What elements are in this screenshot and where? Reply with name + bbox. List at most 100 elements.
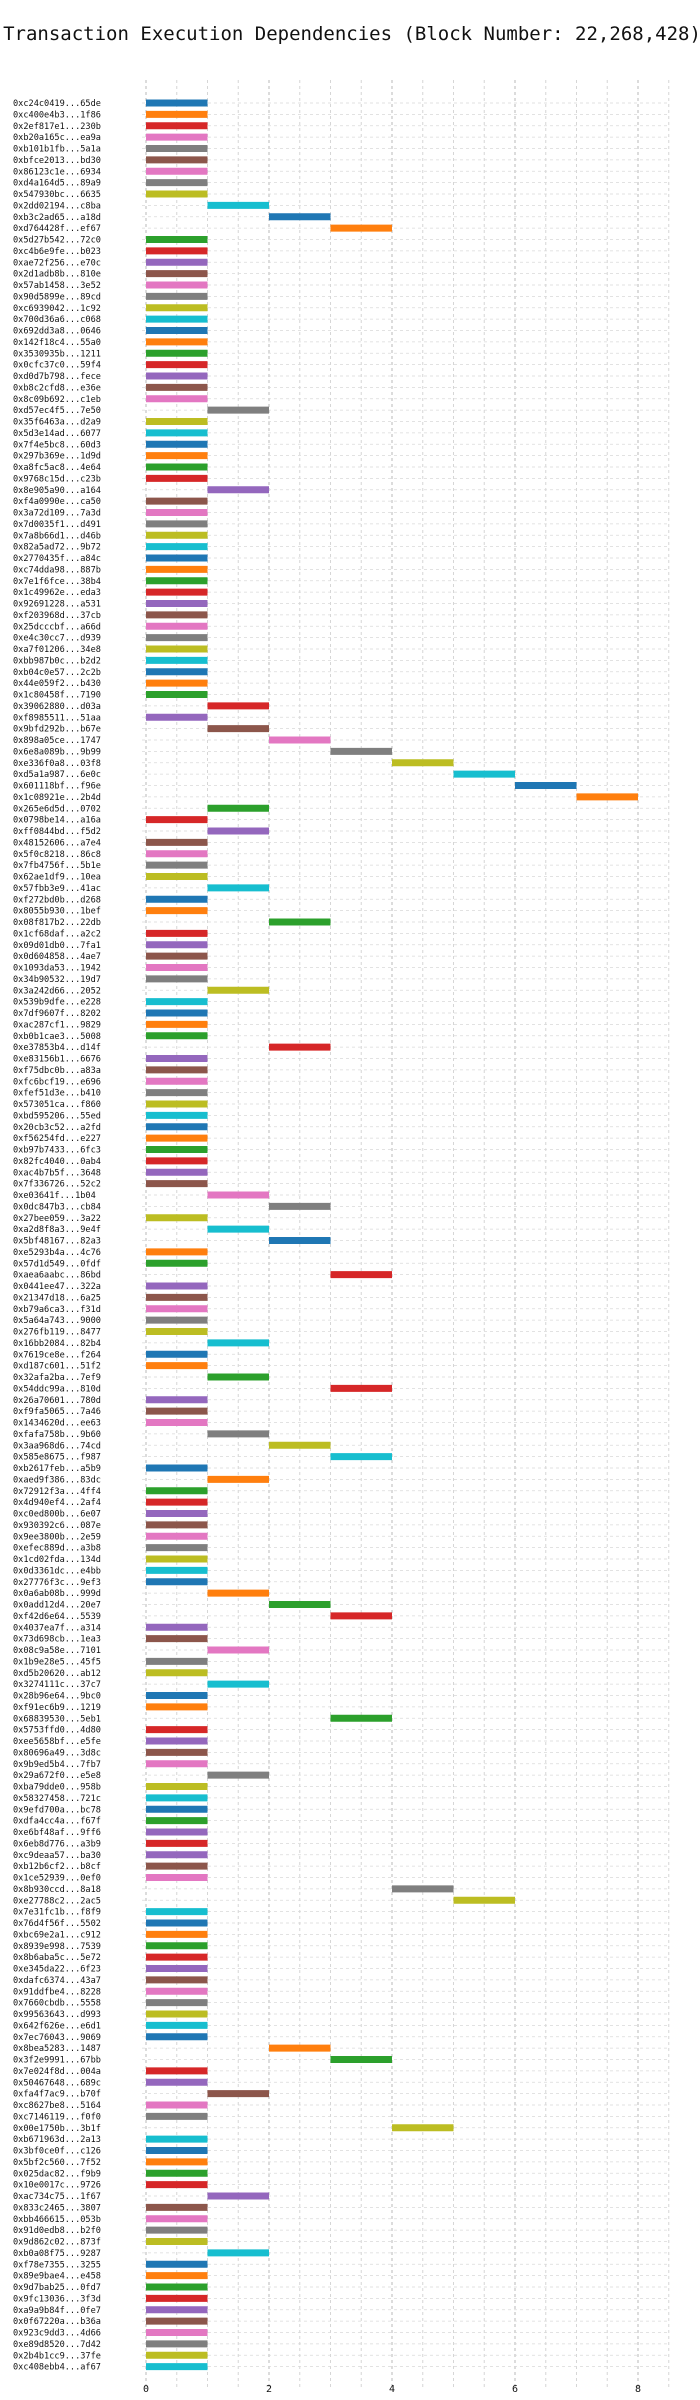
transaction-label: 0x5d27b542...72c0 <box>13 236 101 246</box>
transaction-bar <box>146 520 208 528</box>
transaction-bar <box>146 861 208 869</box>
transaction-bar <box>146 1794 208 1802</box>
transaction-bar <box>146 998 208 1006</box>
transaction-label: 0xd5a1a987...6e0c <box>13 770 101 780</box>
transaction-bar <box>146 907 208 915</box>
transaction-label: 0x2b4b1cc9...37fe <box>13 2351 101 2361</box>
transaction-label: 0x7619ce8e...f264 <box>13 1350 101 1360</box>
transaction-bar <box>146 929 208 937</box>
transaction-label: 0xdfa4cc4a...f67f <box>13 1817 101 1827</box>
transaction-label: 0x7e1f6fce...38b4 <box>13 577 101 587</box>
transaction-label: 0xf78e7355...3255 <box>13 2260 101 2270</box>
transaction-label: 0x5bf48167...82a3 <box>13 1237 101 1247</box>
transaction-label: 0xac4b7b5f...3648 <box>13 1168 101 1178</box>
transaction-bar <box>146 1350 208 1358</box>
transaction-bar <box>207 1475 269 1483</box>
transaction-bar <box>146 1999 208 2007</box>
transaction-bar <box>576 793 638 801</box>
transaction-bar <box>146 2226 208 2234</box>
transaction-label: 0xb79a6ca3...f31d <box>13 1305 101 1315</box>
transaction-label: 0x50467648...689c <box>13 2078 101 2088</box>
transaction-bar <box>146 952 208 960</box>
transaction-bar <box>330 1453 392 1461</box>
transaction-label: 0x92691228...a531 <box>13 600 101 610</box>
transaction-bar <box>146 1487 208 1495</box>
transaction-bar <box>207 1339 269 1347</box>
transaction-label: 0x7ec76043...9069 <box>13 2033 101 2043</box>
transaction-bar <box>330 1612 392 1620</box>
transaction-label: 0x08f817b2...22db <box>13 918 101 928</box>
transaction-label: 0x27776f3c...9ef3 <box>13 1578 101 1588</box>
transaction-bar <box>146 1146 208 1153</box>
transaction-bar <box>146 2112 208 2120</box>
transaction-bar <box>453 1896 515 1904</box>
transaction-bar <box>146 258 208 266</box>
transaction-label: 0x9ee3800b...2e59 <box>13 1532 101 1542</box>
transaction-bar <box>146 1669 208 1677</box>
transaction-label: 0xf42d6e64...5539 <box>13 1612 101 1622</box>
transaction-label: 0x99563643...d993 <box>13 2010 101 2020</box>
transaction-bar <box>207 827 269 835</box>
transaction-label: 0xd764428f...ef67 <box>13 224 101 234</box>
transaction-bar <box>146 838 208 846</box>
transaction-label: 0x539b9dfe...e228 <box>13 998 101 1008</box>
transaction-label: 0xb101b1fb...5a1a <box>13 145 101 155</box>
transaction-bar <box>330 224 392 232</box>
transaction-label: 0x2ef817e1...230b <box>13 122 101 132</box>
transaction-bar <box>146 1305 208 1313</box>
transaction-bar <box>146 1009 208 1017</box>
x-tick-label: 2 <box>266 2384 272 2395</box>
transaction-bar <box>146 645 208 653</box>
transaction-label: 0xe336f0a8...03f8 <box>13 759 101 769</box>
transaction-bar <box>146 964 208 971</box>
transaction-bar <box>146 1157 208 1165</box>
transaction-label: 0x09d01db0...7fa1 <box>13 941 101 951</box>
transaction-bar <box>146 1976 208 1984</box>
transaction-bar <box>146 1248 208 1256</box>
transaction-label: 0x9d7bab25...0fd7 <box>13 2283 101 2293</box>
transaction-label: 0x0f67220a...b36a <box>13 2317 101 2327</box>
transaction-bar <box>146 1805 208 1813</box>
transaction-label: 0x8bea5283...1487 <box>13 2044 101 2054</box>
transaction-bar <box>146 656 208 664</box>
transaction-label: 0xc400e4b3...1f86 <box>13 110 101 120</box>
transaction-label: 0xd57ec4f5...7e50 <box>13 406 101 416</box>
transaction-label: 0x2d1adb8b...810e <box>13 270 101 280</box>
transaction-label: 0x9bfd292b...b67e <box>13 725 101 735</box>
transaction-bar <box>146 600 208 607</box>
transaction-label: 0xc7146119...f0f0 <box>13 2112 101 2122</box>
transaction-bar <box>146 1328 208 1335</box>
transaction-label: 0x585e8675...f987 <box>13 1453 101 1463</box>
transaction-label: 0x89e9bae4...e458 <box>13 2272 101 2282</box>
transaction-bar <box>146 816 208 824</box>
transaction-label: 0x1434620d...ee63 <box>13 1419 101 1429</box>
transaction-bar <box>146 2351 208 2359</box>
transaction-bar <box>146 850 208 858</box>
transaction-label: 0xbd595206...55ed <box>13 1111 101 1121</box>
transaction-bar <box>146 2158 208 2166</box>
transaction-bar <box>146 1817 208 1825</box>
transaction-bar <box>146 611 208 619</box>
transaction-bar <box>146 1874 208 1881</box>
transaction-bar <box>146 543 208 551</box>
transaction-bar <box>146 1692 208 1699</box>
transaction-bar <box>146 145 208 152</box>
transaction-label: 0x0798be14...a16a <box>13 816 101 826</box>
transaction-label: 0xdafc6374...43a7 <box>13 1976 101 1986</box>
transaction-bar <box>146 2169 208 2177</box>
transaction-label: 0x72912f3a...4ff4 <box>13 1487 101 1497</box>
transaction-label: 0x9efd700a...bc78 <box>13 1805 101 1815</box>
transaction-label: 0x7e024f8d...004a <box>13 2067 101 2077</box>
transaction-label: 0x1cf68daf...a2c2 <box>13 929 101 939</box>
transaction-label: 0xb20a165c...ea9a <box>13 133 101 143</box>
transaction-label: 0xf56254fd...e227 <box>13 1134 101 1144</box>
transaction-bar <box>146 2317 208 2325</box>
transaction-label: 0x3aa968d6...74cd <box>13 1441 101 1451</box>
transaction-label: 0xb8c2cfd8...e36e <box>13 383 101 393</box>
transaction-bar <box>207 1430 269 1438</box>
transaction-bar <box>146 463 208 471</box>
transaction-bar <box>146 577 208 585</box>
transaction-bar <box>146 1748 208 1756</box>
transaction-bar <box>269 918 331 926</box>
transaction-bar <box>146 418 208 425</box>
